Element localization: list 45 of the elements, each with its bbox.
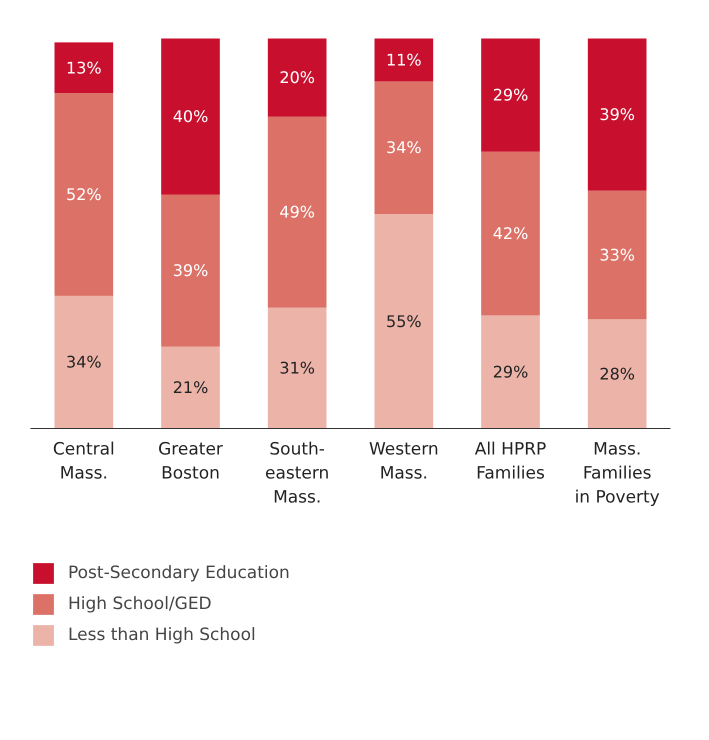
- bar: [161, 346, 220, 428]
- legend-label: Post-Secondary Education: [68, 563, 290, 583]
- bar: [268, 308, 326, 428]
- bar: [481, 315, 540, 428]
- data-label: 40%: [172, 107, 208, 126]
- x-tick-label: Western Mass.: [368, 440, 439, 484]
- x-tick-label: Central Mass.: [52, 440, 115, 484]
- data-label: 29%: [492, 86, 528, 105]
- bar: [588, 319, 646, 428]
- bar: [374, 214, 434, 428]
- data-label: 13%: [66, 58, 102, 78]
- data-label: 33%: [599, 245, 635, 264]
- data-label: 11%: [386, 50, 422, 70]
- data-label: 28%: [599, 364, 635, 384]
- bar: [588, 38, 646, 191]
- x-tick-label: South- eastern Mass.: [265, 440, 330, 508]
- data-label: 39%: [599, 105, 635, 124]
- data-label: 20%: [279, 68, 315, 87]
- data-label: 55%: [386, 312, 422, 331]
- data-label: 49%: [279, 202, 315, 222]
- data-label: 52%: [66, 185, 102, 204]
- bar: [54, 42, 114, 94]
- data-label: 21%: [172, 378, 208, 398]
- bar: [481, 38, 540, 152]
- data-label: 34%: [386, 138, 422, 158]
- bar: [588, 190, 646, 320]
- data-label: 42%: [492, 224, 528, 243]
- x-tick-label: All HPRP Families: [474, 440, 546, 484]
- data-label: 29%: [492, 362, 528, 382]
- x-tick-label: Greater Boston: [158, 440, 223, 484]
- legend-label: High School/GED: [68, 594, 212, 614]
- bar: [268, 116, 326, 308]
- data-label: 31%: [279, 358, 315, 378]
- bar: [161, 38, 220, 194]
- bar: [374, 38, 434, 82]
- bar: [374, 81, 434, 214]
- bar: [161, 194, 220, 347]
- data-label: 34%: [66, 352, 102, 372]
- bar: [54, 296, 114, 428]
- bar: [268, 38, 326, 116]
- bar: [481, 152, 540, 316]
- x-tick-label: Mass. Families in Poverty: [574, 440, 660, 508]
- bar: [54, 93, 114, 296]
- data-label: 39%: [172, 261, 208, 280]
- legend-label: Less than High School: [68, 625, 256, 645]
